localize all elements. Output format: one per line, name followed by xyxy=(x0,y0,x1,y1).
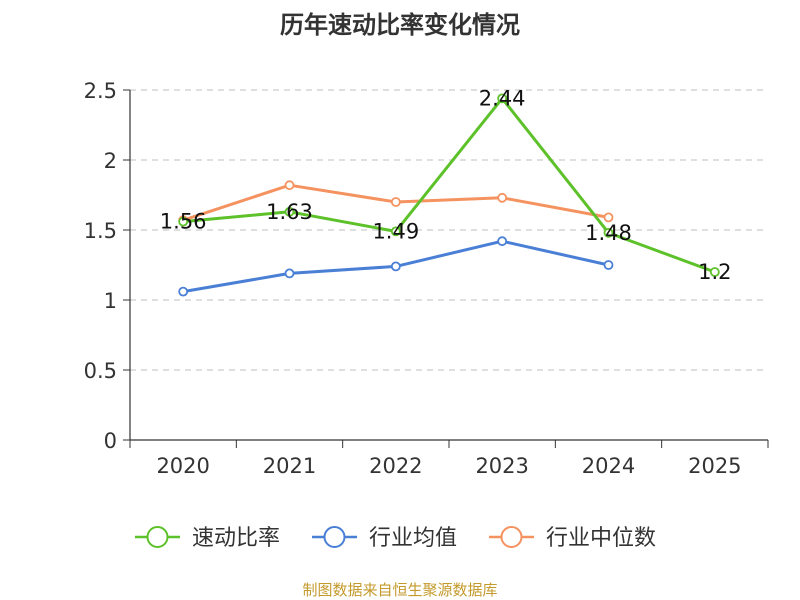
legend-label: 行业均值 xyxy=(369,526,457,551)
data-point[interactable] xyxy=(284,206,295,217)
legend-marker xyxy=(323,526,346,548)
data-label: 2.44 xyxy=(479,86,526,110)
legend-label: 速动比率 xyxy=(192,526,280,551)
legend-item-2[interactable]: 行业中位数 xyxy=(489,526,656,551)
data-labels: 1.56 1.63 1.49 2.44 1.48 1.2 xyxy=(160,86,732,284)
data-point[interactable] xyxy=(390,261,401,272)
x-tick-label: 2024 xyxy=(582,454,635,478)
legend[interactable]: 速动比率 行业均值 行业中位数 xyxy=(135,526,656,551)
series-layer xyxy=(178,93,720,297)
data-point[interactable] xyxy=(603,260,614,270)
x-tick-label: 2025 xyxy=(688,454,741,478)
y-axis: 0 0.5 1 1.5 2 2.5 xyxy=(84,79,131,453)
x-tick-label: 2023 xyxy=(475,454,528,478)
legend-marker xyxy=(146,526,169,548)
data-label: 1.49 xyxy=(372,219,419,243)
y-tick-label: 0 xyxy=(104,429,117,453)
data-label: 1.2 xyxy=(698,260,731,284)
data-point[interactable] xyxy=(497,93,508,104)
x-tick-label: 2021 xyxy=(263,454,316,478)
data-point[interactable] xyxy=(497,192,508,203)
series-0 xyxy=(178,93,720,277)
x-axis: 2020 2021 2022 2023 2024 2025 xyxy=(129,439,769,478)
data-point[interactable] xyxy=(284,268,295,279)
grid-lines xyxy=(130,89,768,371)
data-point[interactable] xyxy=(390,197,401,207)
data-point[interactable] xyxy=(390,226,401,237)
data-point[interactable] xyxy=(603,212,614,223)
source-note: 制图数据来自恒生聚源数据库 xyxy=(302,581,497,599)
legend-marker xyxy=(500,526,523,548)
data-point[interactable] xyxy=(284,180,295,191)
legend-item-1[interactable]: 行业均值 xyxy=(312,526,457,551)
data-label: 1.63 xyxy=(266,200,313,224)
series-1 xyxy=(178,236,614,297)
data-label: 1.48 xyxy=(585,221,632,245)
chart-title: 历年速动比率变化情况 xyxy=(280,11,520,39)
data-point[interactable] xyxy=(497,236,508,247)
y-tick-label: 0.5 xyxy=(84,359,117,383)
x-tick-label: 2022 xyxy=(369,454,422,478)
series-line xyxy=(183,96,716,274)
x-tick-label: 2020 xyxy=(156,454,209,478)
data-point[interactable] xyxy=(709,267,720,277)
y-tick-label: 2 xyxy=(104,149,117,173)
legend-item-0[interactable]: 速动比率 xyxy=(135,526,280,551)
y-tick-label: 1 xyxy=(104,289,117,313)
data-point[interactable] xyxy=(178,286,189,297)
data-point[interactable] xyxy=(178,216,189,227)
legend-label: 行业中位数 xyxy=(546,526,656,551)
data-point[interactable] xyxy=(603,227,614,238)
data-label: 1.56 xyxy=(160,210,207,234)
y-tick-label: 1.5 xyxy=(84,219,117,243)
series-2 xyxy=(178,180,614,226)
y-tick-label: 2.5 xyxy=(84,79,117,103)
